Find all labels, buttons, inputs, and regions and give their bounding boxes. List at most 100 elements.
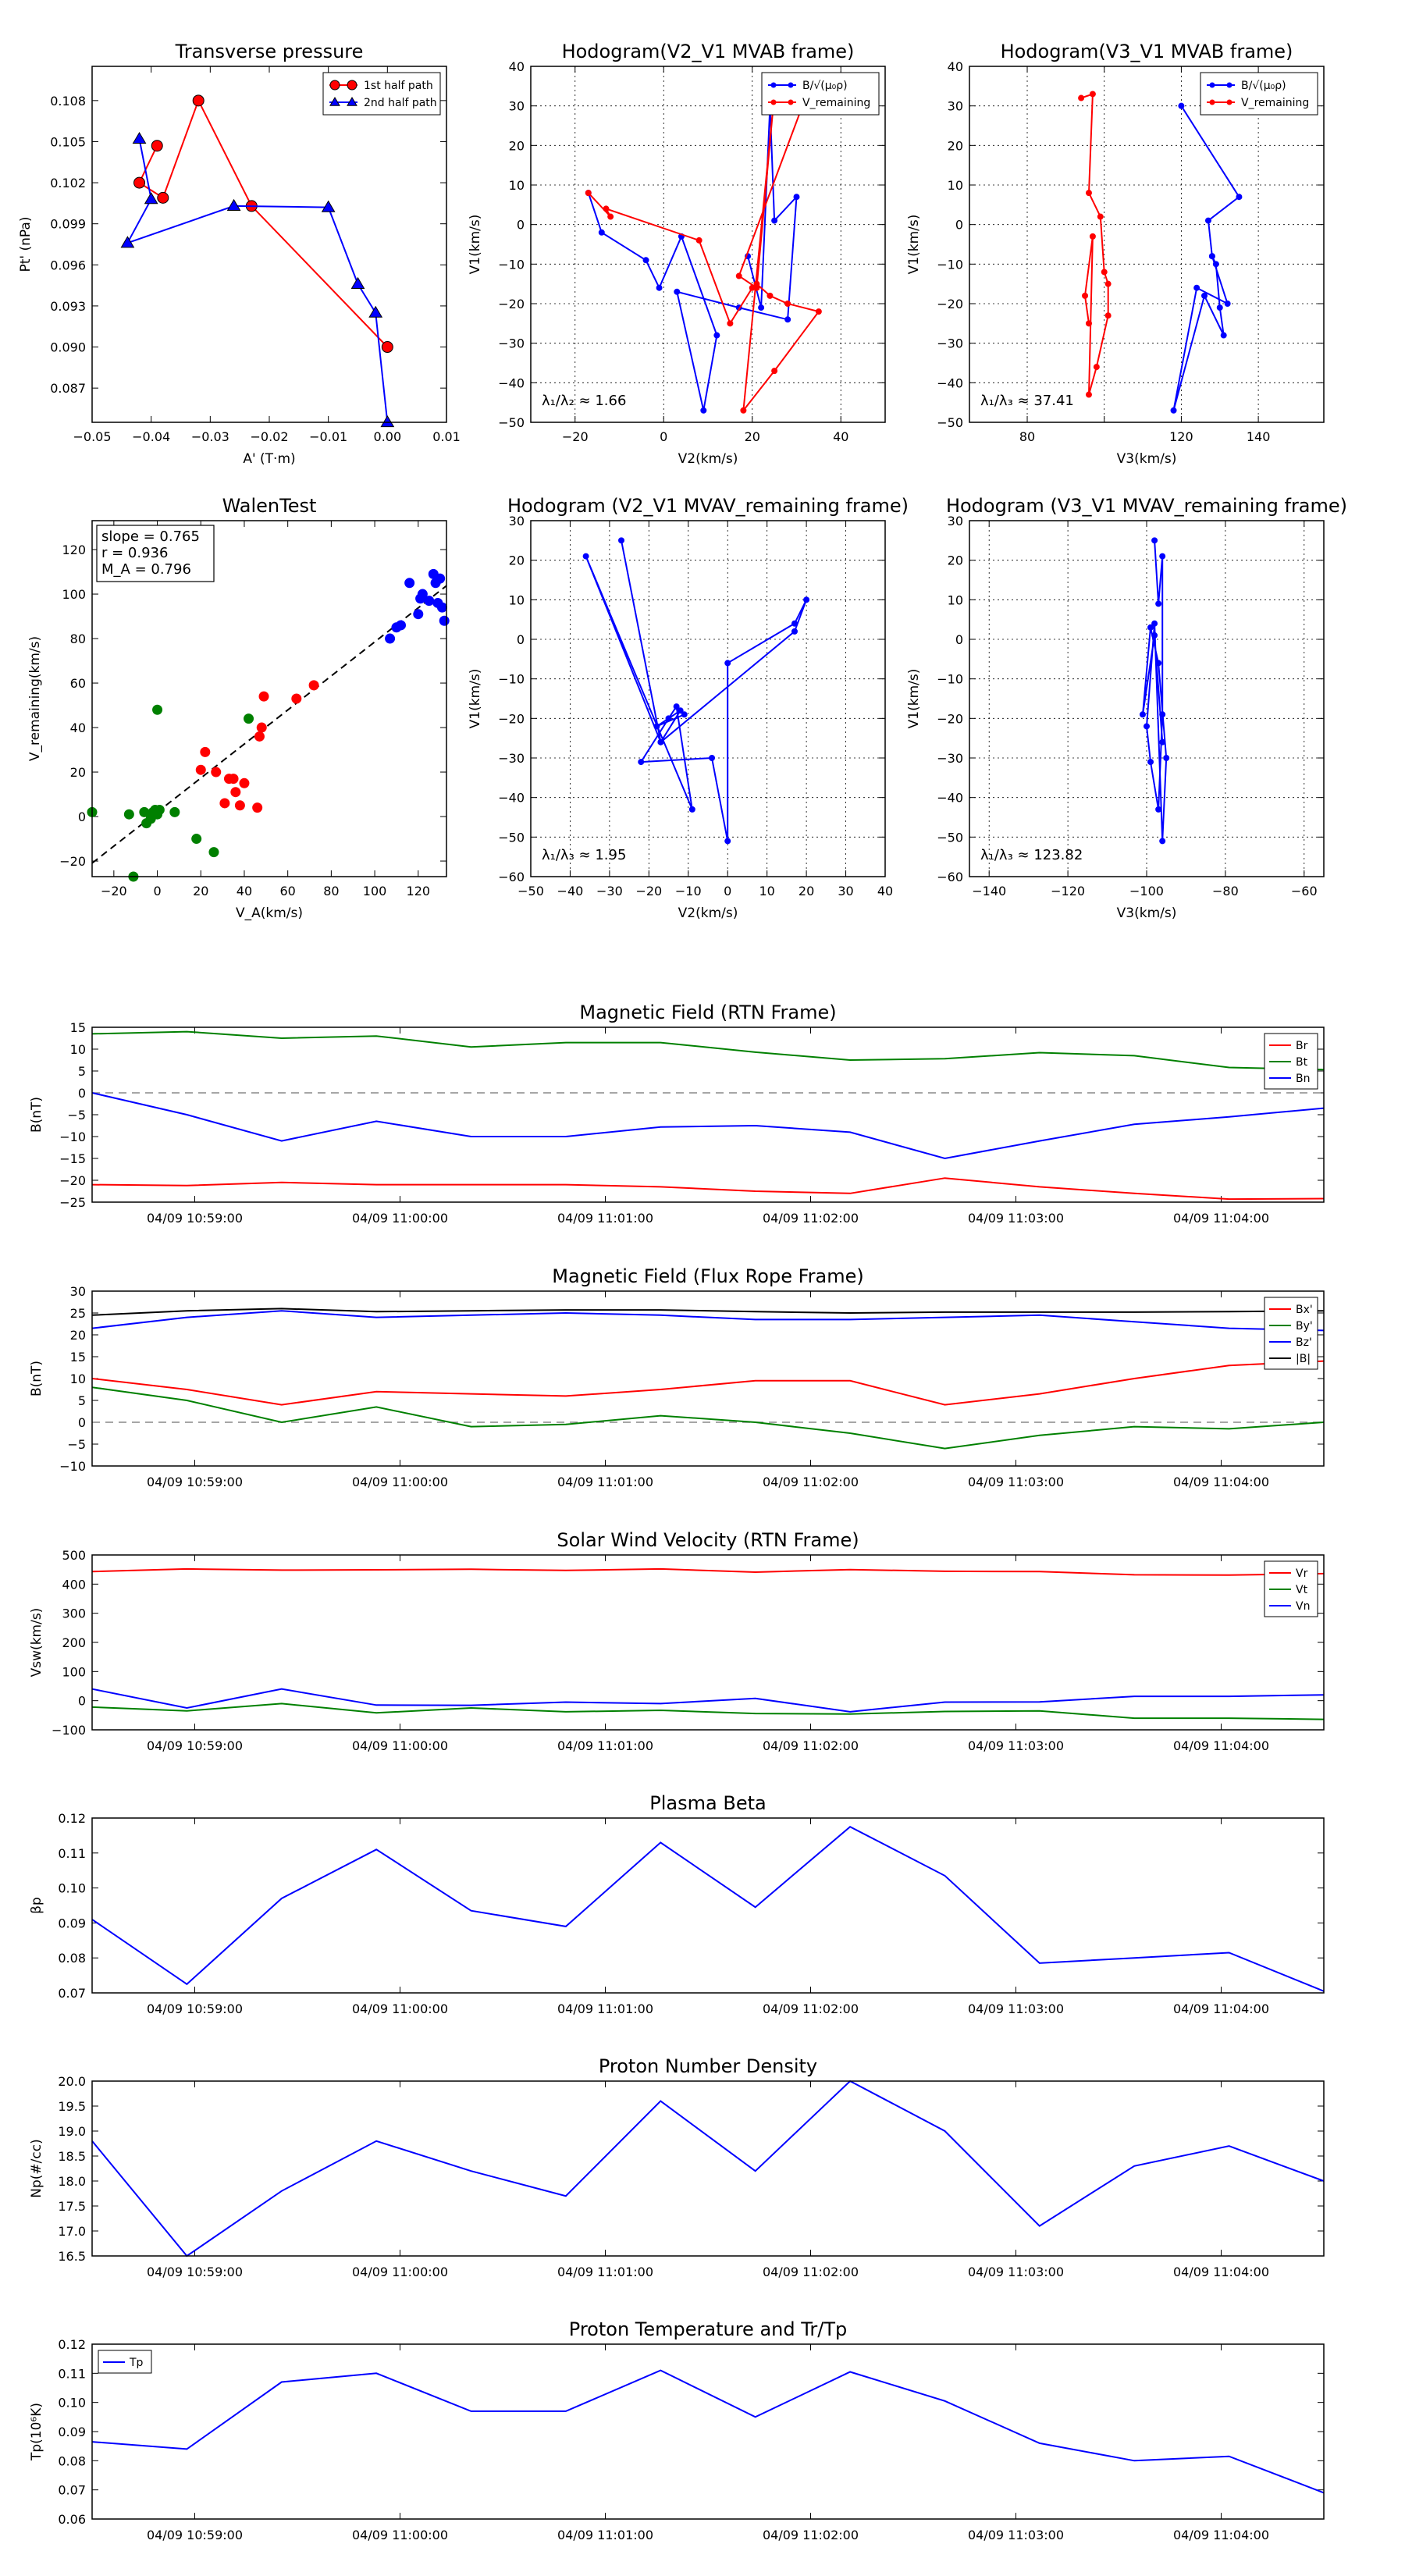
bfield-time-tick-label: 04/09 10:59:00	[147, 1211, 243, 1226]
tp-series-line-0	[138, 98, 389, 348]
np-series-line-0	[91, 2080, 1325, 2258]
h2-data-point	[1216, 304, 1223, 311]
tp-y-tick-label: 0.093	[50, 299, 86, 314]
bfield-axes-frame	[91, 1026, 1325, 1203]
h1-y-tick-label: 10	[509, 178, 525, 193]
h3-x-tick-label: −50	[518, 884, 544, 898]
bfr-series-line-2	[91, 1310, 1325, 1332]
tp2-time-tick-label: 04/09 11:02:00	[763, 2528, 859, 2542]
walen-data-point	[308, 680, 319, 691]
vsw-series-line-2	[91, 1688, 1325, 1713]
h4-y-tick-label: 0	[955, 632, 963, 647]
h4-y-tick-label: −20	[937, 711, 963, 726]
h1-data-point	[771, 217, 778, 224]
h1-y-tick-label: 40	[509, 59, 525, 74]
vsw-legend: Vr Vt Vn	[1264, 1560, 1318, 1617]
np-y-tick-label: 18.5	[58, 2149, 86, 2164]
h1-legend-marker	[770, 99, 777, 105]
bfr-time-tick-label: 04/09 10:59:00	[147, 1475, 243, 1489]
h3-x-tick-label: 20	[799, 884, 814, 898]
h2-x-tick-label: 140	[1247, 429, 1271, 444]
h2-data-point	[1204, 217, 1211, 224]
bfr-time-tick-label: 04/09 11:04:00	[1173, 1475, 1269, 1489]
h2-x-axis-label: V3(km/s)	[1117, 451, 1177, 467]
tp-y-tick-label: 0.087	[50, 381, 86, 396]
bfr-time-tick-label: 04/09 11:02:00	[763, 1475, 859, 1489]
vsw-y-tick-label: 300	[62, 1606, 86, 1621]
tp2-y-tick-label: 0.06	[58, 2512, 86, 2527]
tp-legend-box	[322, 72, 441, 116]
beta-time-tick-label: 04/09 11:00:00	[352, 2001, 448, 2016]
h1-data-point	[695, 237, 702, 244]
bfield-title: Magnetic Field (RTN Frame)	[579, 1002, 836, 1023]
h2-eigenvalue-ratio: λ₁/λ₃ ≈ 37.41	[980, 393, 1074, 409]
h2-data-point	[1085, 391, 1092, 398]
vsw-time-tick-label: 04/09 11:04:00	[1173, 1738, 1269, 1753]
bfield-y-tick-label: −15	[59, 1151, 86, 1166]
vsw-axes-frame	[91, 1554, 1325, 1731]
h2-x-tick-label: 80	[1019, 429, 1035, 444]
walen-x-tick-label: 80	[323, 884, 339, 898]
vsw-y-tick-label: 100	[62, 1664, 86, 1679]
h4-y-tick-label: −10	[937, 672, 963, 687]
bfr-y-tick-label: 5	[78, 1393, 86, 1408]
h1-data-point	[793, 194, 800, 201]
h4-axes-frame	[969, 520, 1325, 877]
walen-x-tick-label: 100	[363, 884, 387, 898]
h2-data-point	[1078, 94, 1085, 101]
h1-data-point	[700, 407, 707, 414]
h1-x-axis-label: V2(km/s)	[678, 451, 738, 467]
h2-data-point	[1212, 261, 1219, 268]
np-y-tick-label: 16.5	[58, 2249, 86, 2264]
walen-y-tick-label: 80	[70, 632, 86, 646]
bfield-y-tick-label: 15	[70, 1020, 86, 1035]
walen-stat-line: M_A = 0.796	[101, 561, 191, 578]
h4-x-axis-label: V3(km/s)	[1117, 906, 1177, 921]
h3-data-point	[688, 806, 695, 813]
bfield-time-tick-label: 04/09 11:02:00	[763, 1211, 859, 1226]
tp-x-tick-label: −0.05	[73, 429, 111, 444]
h1-legend: B/√(μ₀ρ) V_remaining	[761, 72, 880, 116]
bfr-series-line-3	[91, 1308, 1325, 1316]
h1-data-point	[585, 190, 592, 197]
h4-series-line-0	[1142, 540, 1168, 841]
h1-data-point	[767, 292, 774, 299]
bfr-legend-label: |B|	[1296, 1353, 1311, 1365]
walen-stat-line: r = 0.936	[101, 545, 168, 561]
h4-data-point	[1159, 738, 1166, 745]
beta-y-tick-label: 0.08	[58, 1951, 86, 1966]
h1-data-point	[713, 332, 720, 339]
walen-data-point	[291, 693, 302, 704]
bfr-title: Magnetic Field (Flux Rope Frame)	[552, 1265, 863, 1287]
tp2-y-tick-label: 0.09	[58, 2425, 86, 2439]
bfield-series-line-1	[91, 1030, 1325, 1071]
bfield-time-tick-label: 04/09 11:03:00	[968, 1211, 1064, 1226]
bfr-legend-label: By'	[1296, 1320, 1313, 1332]
bfr-legend-label: Bx'	[1296, 1304, 1313, 1316]
h3-data-point	[791, 620, 798, 627]
h1-data-point	[740, 407, 747, 414]
np-y-axis-label: Np(#/cc)	[29, 2139, 44, 2197]
h2-y-tick-label: −30	[937, 336, 963, 351]
h1-legend-box	[761, 72, 880, 116]
tp-data-point	[368, 305, 383, 318]
h3-data-point	[657, 738, 664, 745]
bfr-y-axis-label: B(nT)	[29, 1361, 44, 1397]
tp-x-tick-label: 0.00	[374, 429, 402, 444]
walen-data-point	[396, 620, 407, 631]
bfr-y-tick-label: 15	[70, 1350, 86, 1364]
h2-series-line-0	[1172, 105, 1240, 411]
walen-data-point	[169, 806, 180, 817]
tp2-title: Proton Temperature and Tr/Tp	[569, 2318, 847, 2340]
h2-data-point	[1104, 312, 1112, 319]
h3-data-point	[665, 715, 672, 722]
bfield-y-tick-label: −10	[59, 1130, 86, 1144]
walen-data-point	[256, 722, 267, 733]
h3-y-tick-label: −10	[498, 672, 525, 687]
bfr-axes-frame	[91, 1290, 1325, 1467]
np-axes-frame	[91, 2080, 1325, 2257]
tp2-series-line-0	[91, 2369, 1325, 2494]
walen-stat-line: slope = 0.765	[101, 528, 200, 545]
h2-y-tick-label: −20	[937, 297, 963, 311]
